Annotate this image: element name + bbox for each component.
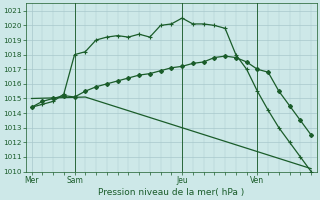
X-axis label: Pression niveau de la mer( hPa ): Pression niveau de la mer( hPa ) xyxy=(98,188,244,197)
